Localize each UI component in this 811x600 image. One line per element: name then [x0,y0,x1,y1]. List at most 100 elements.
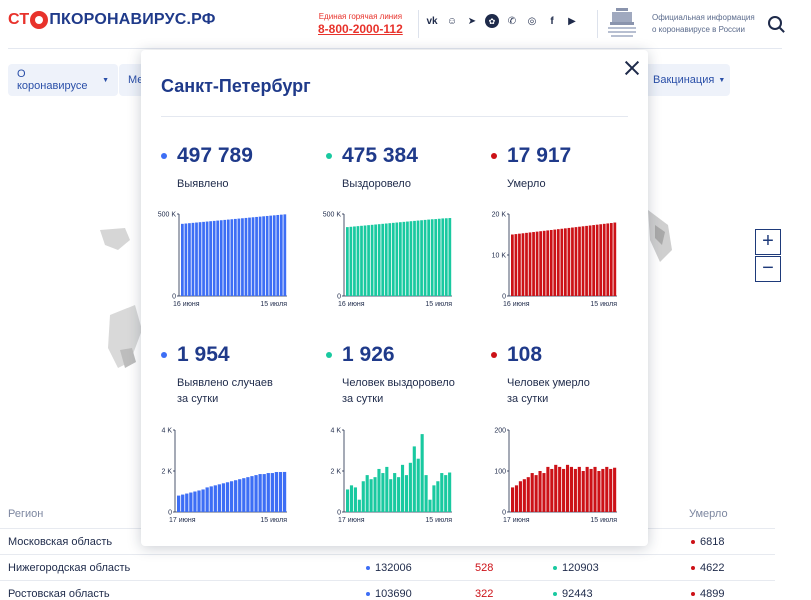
chart-bar [448,218,452,296]
chart-bar [391,222,395,296]
ok-icon[interactable]: ☺ [446,15,458,27]
x-tick-label: 16 июня [173,301,200,308]
chart-bar [589,468,593,512]
chart-bar [430,219,434,296]
chart-bar [514,485,519,512]
site-header: СТ ПКОРОНАВИРУС.РФ Единая горячая линия … [0,0,811,48]
chart-bar [234,218,237,296]
chart-bar [592,225,595,296]
x-tick-label: 15 июля [590,517,617,524]
red-dot-icon [691,566,695,571]
chart-bar [423,219,427,296]
chart-bar [365,475,369,512]
close-icon[interactable] [623,59,641,77]
telegram-icon[interactable]: ➤ [467,15,477,27]
nav-item-label: О коронавирусе [17,68,88,92]
chart-total-cases: 500 K 016 июня 15 июля [158,212,287,309]
government-building-icon[interactable] [606,6,638,40]
x-tick-label: 17 июня [169,517,196,524]
stat-value: 108 [507,343,543,366]
chart-bar [223,219,227,296]
stat-sublabel: за сутки [507,393,549,405]
chart-bar [550,468,554,512]
site-logo[interactable]: СТ ПКОРОНАВИРУС.РФ [8,11,216,29]
y-tick-label: 0 [337,294,341,301]
chart-bar [278,472,283,512]
modal-title: Санкт-Петербург [161,76,311,96]
y-tick-label: 100 [494,469,506,476]
chart-bar [571,227,574,296]
chart-bar [530,473,534,512]
stat-label: Выздоровело [342,178,411,190]
search-icon[interactable] [768,16,782,30]
vk-icon[interactable]: vk [426,15,438,27]
nav-about-covid[interactable]: О коронавирусе ▼ [8,64,118,96]
chart-bar [556,229,560,296]
facebook-icon[interactable]: f [550,15,554,27]
stat-label: Человек выздоровело [342,377,455,389]
region-name: Нижегородская область [8,562,131,574]
zoom-out-button[interactable]: − [755,256,781,282]
chart-bar [595,224,599,296]
chart-bar [532,232,535,296]
region-name: Московская область [8,536,113,548]
chart-total-died: 20 K 10 K 016 июня 15 июля [492,212,618,309]
gov-info-text[interactable]: Официальная информация о коронавирусе в … [652,12,755,36]
chart-bar [406,221,409,296]
chart-daily-recovered: 4 K 2 K 017 июня 15 июля [330,428,452,525]
chart-bar [424,475,428,512]
chart-bar [434,219,438,296]
chart-bar [409,221,413,296]
hotline-number-link[interactable]: 8-800-2000-112 [318,22,403,36]
chart-bar [562,468,566,512]
stat-daily-died: 108 Человек умерло за сутки [491,343,651,407]
chart-bar [577,466,581,512]
modal-divider [161,116,628,117]
viber-alt-icon[interactable]: ✿ [485,14,499,28]
chart-bar [197,490,201,512]
red-dot-icon [691,592,695,597]
chart-bar [526,477,530,512]
table-row[interactable]: Ростовская область 103690 322 92443 4899 [0,580,775,600]
chart-bar [209,221,212,296]
russia-map[interactable] [0,100,811,500]
chart-bar [361,481,365,512]
chart-bar [601,468,605,512]
green-dot-icon [553,592,557,597]
table-row[interactable]: Нижегородская область 132006 528 120903 … [0,554,775,580]
chart-bar [565,464,570,512]
chart-bar [202,221,205,296]
cases-value: 103690 [375,588,412,600]
x-tick-label: 15 июля [260,517,287,524]
y-tick-label: 500 K [158,212,177,219]
youtube-icon[interactable]: ▶ [568,15,576,27]
chart-bar [581,226,585,296]
instagram-icon[interactable]: ◎ [527,15,537,27]
chart-bar [254,475,258,512]
chart-bar [198,222,202,296]
zoom-in-button[interactable]: + [755,229,781,255]
chart-bar [258,216,262,296]
logo-suffix: ПКОРОНАВИРУС.РФ [49,11,216,28]
chart-bar [177,495,181,512]
chart-bar [567,227,571,296]
chart-daily-died: 200 100 017 июня 15 июля [494,428,617,525]
nav-vaccination[interactable]: Вакцинация ▼ [644,64,730,96]
chart-bar [234,480,238,512]
red-dot-icon [491,153,497,159]
chart-bar [574,227,578,296]
chart-bar [525,232,528,296]
table-header-died: Умерло [689,508,728,520]
chart-bar [554,464,558,512]
recovered-value: 92443 [562,588,593,600]
stat-label: Выявлено [177,178,229,190]
chart-bar [369,479,373,512]
chart-bar [521,233,525,296]
chart-bar [399,222,402,296]
viber-icon[interactable]: ✆ [507,15,517,27]
chart-bar [229,481,234,512]
chart-bar [349,226,353,296]
y-tick-label: 10 K [492,253,507,260]
social-links: vk ☺ ➤ ✿ ✆ ◎ f ▶ [425,14,579,28]
chart-bar [221,483,226,512]
